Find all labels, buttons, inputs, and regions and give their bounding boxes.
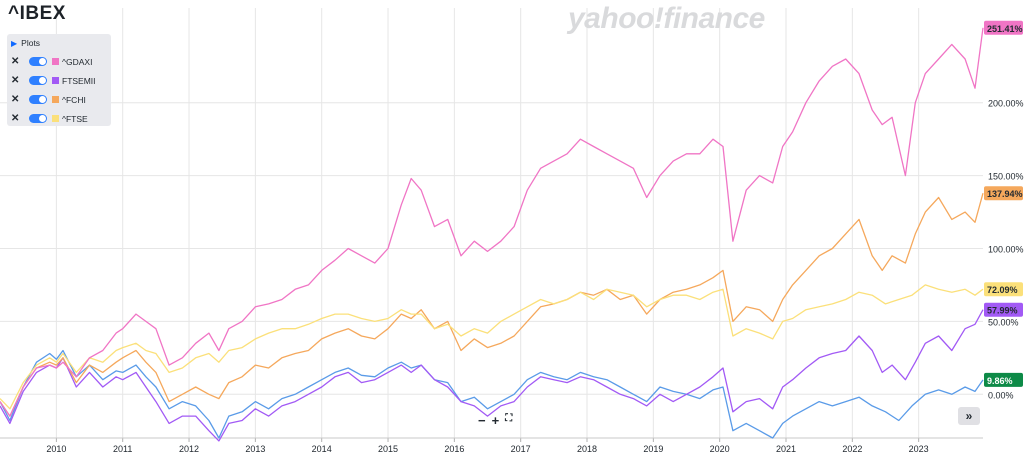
x-tick-label: 2015 [378,444,398,454]
remove-icon[interactable]: ✕ [11,113,20,124]
series-color-swatch [52,58,59,65]
y-tick-label: 100.00% [988,245,1024,255]
x-tick-label: 2011 [113,444,132,454]
page-title: ^IBEX [8,3,66,24]
last-value-badge [984,282,1023,297]
x-tick-label: 2020 [710,444,730,454]
plots-legend-title: Plots [21,38,41,48]
remove-icon[interactable]: ✕ [11,94,20,105]
last-value-label: 137.94% [987,189,1023,199]
x-tick-label: 2019 [643,444,663,454]
series-toggle[interactable] [29,57,47,66]
yahoo-finance-logo: yahoo!finance [568,2,765,35]
zoom-controls: − + ⛶ [478,413,512,428]
series-line-ftsemii [0,309,984,442]
series-line-ftse [0,284,984,410]
x-tick-label: 2016 [444,444,464,454]
y-tick-label: 200.00% [988,99,1024,109]
series-toggle[interactable] [29,76,47,85]
x-tick-label: 2013 [245,444,265,454]
legend-item-ftse: ✕ ^FTSE [7,109,111,128]
fast-forward-button[interactable]: » [958,407,980,425]
remove-icon[interactable]: ✕ [11,75,20,86]
x-tick-label: 2021 [776,444,796,454]
series-toggle[interactable] [29,95,47,104]
legend-item-label: ^FCHI [62,94,86,105]
zoom-out-button[interactable]: − [478,413,486,428]
series-line-ibex [0,349,984,439]
last-value-label: 57.99% [987,306,1018,316]
series-color-swatch [52,115,59,122]
fullscreen-icon[interactable]: ⛶ [505,413,513,424]
last-value-badge [984,372,1023,387]
remove-icon[interactable]: ✕ [11,56,20,67]
plots-legend-panel: ▶ Plots ✕ ^GDAXI ✕ FTSEMII ✕ ^FCHI ✕ ^FT… [7,34,111,126]
expand-triangle-icon: ▶ [11,38,18,48]
x-tick-label: 2012 [179,444,199,454]
series-color-swatch [52,96,59,103]
series-line-gdaxi [0,27,984,417]
y-tick-label: 150.00% [988,172,1024,182]
plots-legend-header[interactable]: ▶ Plots [7,34,111,52]
legend-item-label: ^GDAXI [62,56,93,67]
last-value-badge [984,20,1023,35]
last-value-badge [984,302,1023,317]
legend-item-ftsemii: ✕ FTSEMII [7,71,111,90]
last-value-label: 251.41% [987,24,1023,34]
series-color-swatch [52,77,59,84]
legend-item-fchi: ✕ ^FCHI [7,90,111,109]
y-tick-label: 0.00% [988,390,1014,400]
last-value-badge [984,186,1023,201]
x-tick-label: 2023 [909,444,929,454]
legend-item-label: FTSEMII [62,75,96,86]
x-tick-label: 2018 [577,444,597,454]
series-toggle[interactable] [29,114,47,123]
zoom-in-button[interactable]: + [491,413,500,428]
x-tick-label: 2022 [842,444,862,454]
last-value-label: 9.86% [987,376,1013,386]
last-value-label: 72.09% [987,285,1018,295]
x-tick-label: 2017 [511,444,531,454]
legend-item-gdaxi: ✕ ^GDAXI [7,52,111,71]
x-tick-label: 2010 [46,444,66,454]
y-tick-label: 50.00% [988,317,1019,327]
series-line-fchi [0,193,984,417]
x-tick-label: 2014 [312,444,332,454]
legend-item-label: ^FTSE [62,113,88,124]
